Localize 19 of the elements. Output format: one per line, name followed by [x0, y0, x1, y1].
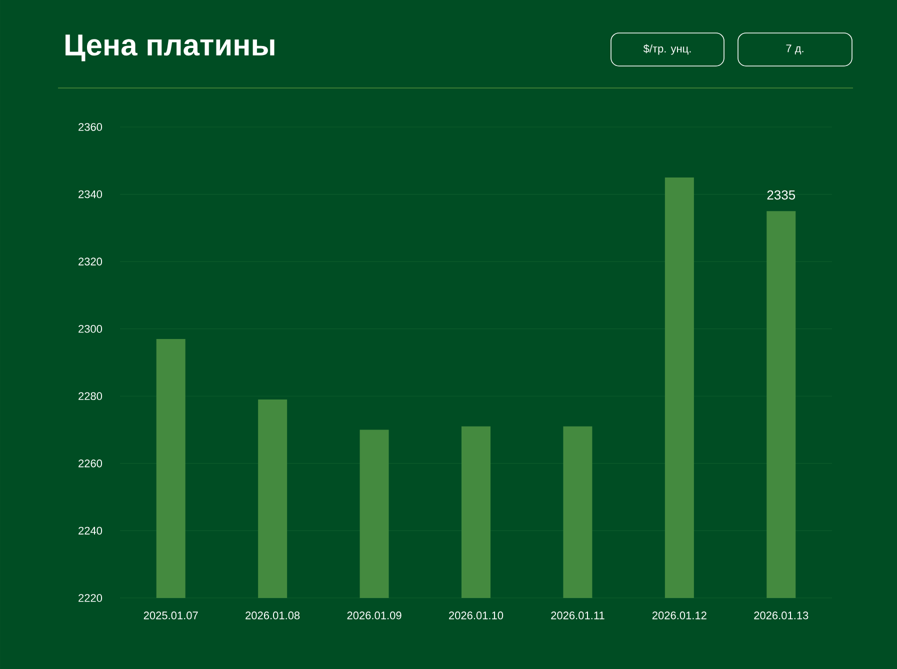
y-tick-label: 2340 [78, 190, 102, 198]
y-tick-label: 2240 [78, 526, 102, 535]
text: 7 д. [786, 44, 804, 54]
x-tick-label: 2025.01.07 [144, 612, 198, 620]
y-tick-label: 2260 [78, 460, 102, 468]
x-tick-label: 2026.01.11 [551, 612, 604, 620]
y-tick-label: 2360 [78, 123, 102, 131]
x-tick-label: 2026.01.10 [449, 612, 504, 620]
text: $/тр. унц. [643, 44, 691, 55]
y-tick-label: 2220 [78, 594, 102, 602]
x-tick-label: 2026.01.09 [347, 612, 402, 620]
x-tick-label: 2026.01.08 [246, 612, 300, 620]
y-tick-label: 2280 [78, 392, 102, 400]
chart-title: Цена платины [66, 34, 274, 62]
y-tick-label: 2300 [78, 324, 102, 333]
x-tick-label: 2026.01.13 [754, 612, 808, 620]
data-label: 2335 [767, 190, 796, 200]
y-tick-label: 2320 [78, 258, 102, 266]
x-tick-label: 2026.01.12 [652, 612, 706, 620]
